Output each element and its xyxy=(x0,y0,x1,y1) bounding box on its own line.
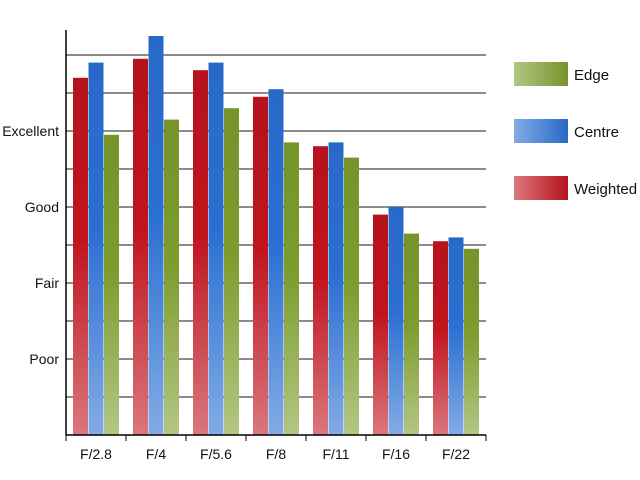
bar-centre-2 xyxy=(208,62,224,435)
legend-swatch-centre xyxy=(514,119,568,143)
bar-edge-5 xyxy=(404,233,419,435)
legend-swatch-edge xyxy=(514,62,568,86)
axes xyxy=(65,30,487,441)
bar-edge-6 xyxy=(464,248,479,435)
bar-centre-1 xyxy=(148,36,164,435)
y-tick-label: Poor xyxy=(29,351,59,367)
y-tick-labels: Poor Fair Good Excellent xyxy=(2,123,59,367)
bar-weighted-6 xyxy=(433,241,448,435)
bars xyxy=(73,36,479,436)
legend-label-weighted: Weighted xyxy=(574,181,637,198)
bar-weighted-0 xyxy=(73,77,88,436)
bar-edge-3 xyxy=(284,142,299,435)
bar-centre-4 xyxy=(328,142,344,435)
bar-edge-0 xyxy=(104,134,119,436)
bar-centre-0 xyxy=(88,62,104,435)
bar-centre-5 xyxy=(388,207,404,435)
bar-weighted-4 xyxy=(313,146,328,435)
bar-edge-4 xyxy=(344,157,359,435)
bar-weighted-1 xyxy=(133,58,148,436)
x-tick-label: F/11 xyxy=(323,446,350,462)
x-tick-label: F/16 xyxy=(382,446,410,462)
legend-swatch-weighted xyxy=(514,176,568,200)
y-tick-label: Excellent xyxy=(2,123,59,139)
bar-centre-6 xyxy=(448,237,464,435)
bar-weighted-5 xyxy=(373,214,388,435)
bar-weighted-3 xyxy=(253,96,268,436)
x-tick-label: F/4 xyxy=(146,446,166,462)
x-tick-label: F/8 xyxy=(266,446,286,462)
bar-centre-3 xyxy=(268,89,284,435)
legend: Edge Centre Weighted xyxy=(514,62,637,200)
legend-label-centre: Centre xyxy=(574,124,619,141)
y-tick-label: Good xyxy=(25,199,59,215)
x-tick-label: F/2.8 xyxy=(80,446,112,462)
bar-weighted-2 xyxy=(193,70,208,435)
legend-label-edge: Edge xyxy=(574,67,609,84)
x-tick-label: F/22 xyxy=(442,446,470,462)
x-tick-label: F/5.6 xyxy=(200,446,232,462)
bar-edge-1 xyxy=(164,119,179,435)
y-tick-label: Fair xyxy=(35,275,59,291)
x-tick-labels: F/2.8 F/4 F/5.6 F/8 F/11 F/16 F/22 xyxy=(80,446,470,462)
bar-edge-2 xyxy=(224,108,239,435)
